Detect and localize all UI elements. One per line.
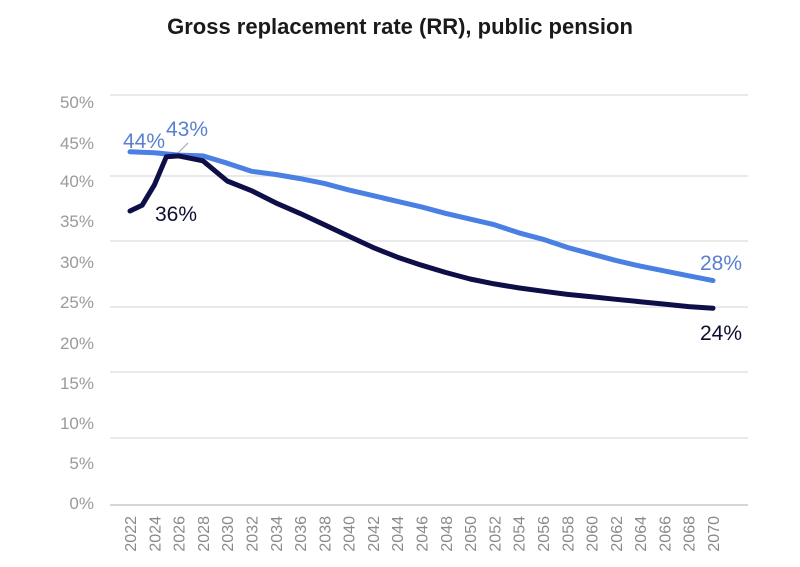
y-tick-label: 10% (60, 414, 94, 433)
x-tick-label: 2040 (342, 516, 359, 552)
y-tick-label: 25% (60, 293, 94, 312)
x-tick-label: 2070 (706, 516, 723, 552)
x-tick-label: 2052 (487, 516, 504, 552)
x-tick-label: 2046 (415, 516, 432, 552)
data-label: 28% (700, 252, 742, 275)
y-tick-label: 45% (60, 134, 94, 153)
x-tick-label: 2048 (439, 516, 456, 552)
series-line-2 (127, 153, 716, 311)
data-label: 43% (166, 118, 208, 141)
x-tick-label: 2044 (390, 516, 407, 552)
data-label: 24% (700, 322, 742, 345)
x-tick-label: 2058 (560, 516, 577, 552)
x-tick-label: 2022 (123, 516, 140, 552)
x-tick-label: 2038 (317, 516, 334, 552)
x-tick-label: 2026 (172, 516, 189, 552)
y-tick-label: 20% (60, 334, 94, 353)
y-tick-label: 35% (60, 212, 94, 231)
y-tick-label: 40% (60, 172, 94, 191)
y-tick-label: 30% (60, 253, 94, 272)
data-label: 36% (155, 203, 197, 226)
x-tick-label: 2062 (609, 516, 626, 552)
x-tick-label: 2032 (244, 516, 261, 552)
x-tick-label: 2066 (657, 516, 674, 552)
x-tick-label: 2034 (269, 516, 286, 552)
x-tick-label: 2028 (196, 516, 213, 552)
x-tick-label: 2036 (293, 516, 310, 552)
x-tick-label: 2030 (220, 516, 237, 552)
x-tick-label: 2042 (366, 516, 383, 552)
data-label: 44% (123, 130, 165, 153)
x-tick-label: 2064 (633, 516, 650, 552)
y-tick-label: 5% (69, 454, 94, 473)
y-tick-label: 0% (69, 494, 94, 513)
x-tick-label: 2068 (682, 516, 699, 552)
y-tick-label: 15% (60, 374, 94, 393)
x-tick-label: 2056 (536, 516, 553, 552)
x-tick-label: 2024 (147, 516, 164, 552)
x-tick-label: 2060 (585, 516, 602, 552)
y-tick-label: 50% (60, 93, 94, 112)
x-tick-label: 2054 (512, 516, 529, 552)
chart-title: Gross replacement rate (RR), public pens… (167, 14, 633, 39)
x-tick-label: 2050 (463, 516, 480, 552)
